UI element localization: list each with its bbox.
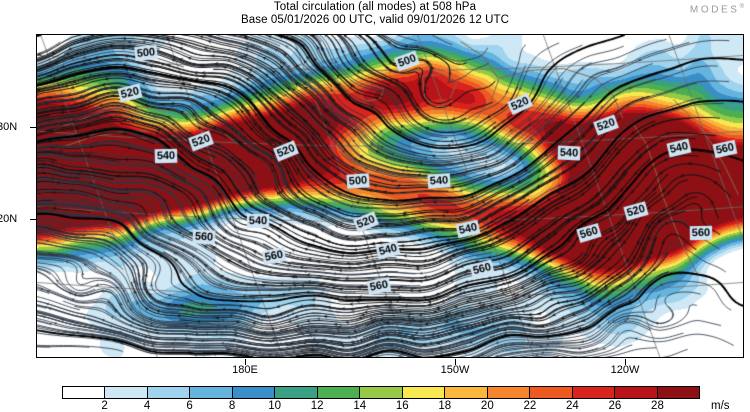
wind-speed-map-canvas — [37, 35, 743, 357]
y-axis-tick — [30, 127, 36, 128]
colorbar-band — [317, 387, 361, 398]
colorbar-tick-label: 6 — [186, 400, 193, 412]
colorbar-band — [147, 387, 191, 398]
colorbar-tick-label: 20 — [480, 400, 494, 412]
colorbar-band — [657, 387, 700, 398]
colorbar-tick-label: 28 — [651, 400, 664, 412]
colorbar-band — [360, 387, 403, 398]
x-axis-tick — [245, 359, 246, 365]
colorbar-band — [63, 387, 106, 398]
colorbar-tick-label: 4 — [143, 400, 151, 412]
colorbar-tick-label: 24 — [565, 400, 579, 412]
colorbar-tick-label: 12 — [310, 400, 324, 412]
page-title: Total circulation (all modes) at 508 hPa — [273, 1, 477, 13]
colorbar-tick-label: 16 — [395, 400, 409, 412]
x-axis-label: 150W — [440, 364, 470, 376]
colorbar-band — [487, 387, 531, 398]
colorbar-tick-label: 14 — [353, 400, 367, 412]
colorbar-tick-label: 2 — [101, 400, 108, 412]
y-axis-label: 20N — [0, 213, 18, 225]
colorbar-band — [275, 387, 318, 398]
colorbar-band — [445, 387, 488, 398]
colorbar-tick-label: 22 — [523, 400, 537, 412]
x-axis-label: 180E — [232, 364, 258, 376]
x-axis-tick — [455, 359, 456, 365]
colorbar-band — [402, 387, 446, 398]
colorbar-tick-label: 26 — [608, 400, 622, 412]
colorbar-band — [232, 387, 276, 398]
y-axis-label: 30N — [0, 121, 18, 133]
colorbar-tick-label: 10 — [268, 400, 282, 412]
colorbar-band — [572, 387, 616, 398]
x-axis-label: 120W — [610, 364, 640, 376]
modes-logo: MODES® — [690, 4, 744, 15]
x-axis-tick — [625, 359, 626, 365]
colorbar-band — [530, 387, 573, 398]
colorbar — [62, 386, 700, 399]
colorbar-tick-label: 18 — [438, 400, 452, 412]
modes-logo-text: MODES — [689, 4, 740, 16]
colorbar-unit-label: m/s — [711, 400, 730, 412]
title-block: Total circulation (all modes) at 508 hPa… — [0, 1, 750, 27]
colorbar-tick-label: 8 — [228, 400, 236, 412]
page-subtitle: Base 05/01/2026 00 UTC, valid 09/01/2026… — [240, 14, 510, 26]
map-plot-area — [36, 34, 744, 358]
colorbar-band — [615, 387, 658, 398]
y-axis-tick — [30, 219, 36, 220]
registered-mark: ® — [739, 4, 744, 10]
colorbar-band — [190, 387, 233, 398]
colorbar-band — [105, 387, 148, 398]
